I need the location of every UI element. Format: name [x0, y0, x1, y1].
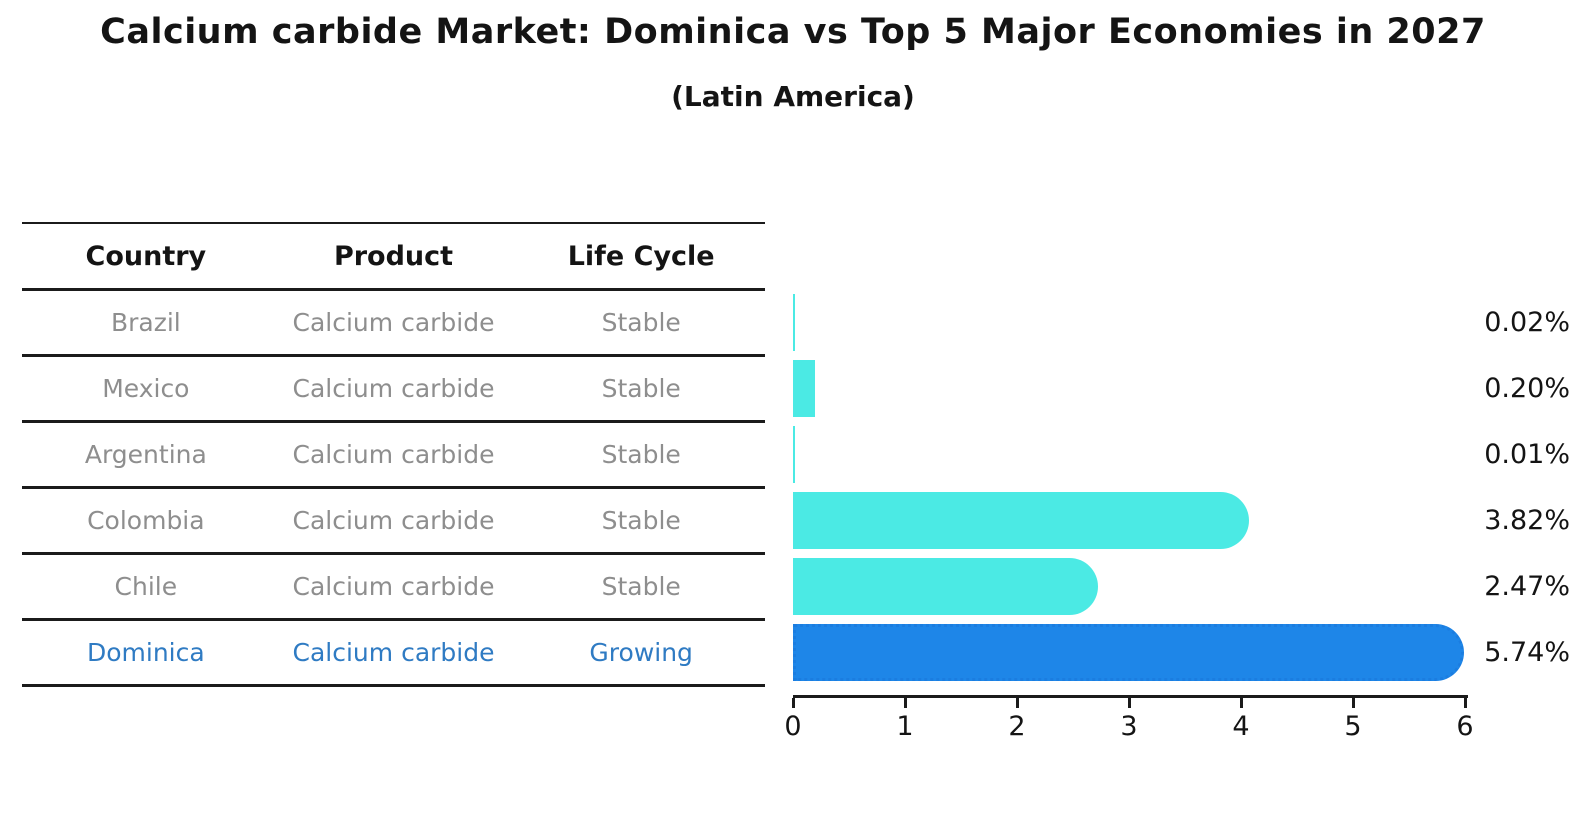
- x-axis-tick-label: 6: [1456, 711, 1474, 742]
- x-axis-tick: [1127, 698, 1131, 708]
- table-row: Colombia Calcium carbide Stable: [22, 489, 765, 555]
- x-axis-tick-label: 4: [1232, 711, 1250, 742]
- table-header-row: Country Product Life Cycle: [22, 224, 765, 291]
- column-header: Product: [333, 240, 454, 272]
- x-axis-tick: [791, 698, 795, 708]
- table-cell-country: Brazil: [110, 308, 181, 337]
- chart-title: Calcium carbide Market: Dominica vs Top …: [100, 12, 1486, 52]
- bar-argentina: [793, 425, 795, 483]
- value-label: 3.82%: [1484, 504, 1570, 536]
- value-label: 2.47%: [1484, 570, 1570, 602]
- chart-subtitle: (Latin America): [671, 80, 915, 113]
- column-header: Country: [85, 240, 207, 272]
- table-cell-life_cycle: Stable: [601, 374, 681, 403]
- x-axis-tick: [1351, 698, 1355, 708]
- table-cell-life_cycle: Growing: [589, 638, 693, 667]
- x-axis-tick-label: 3: [1120, 711, 1138, 742]
- bar-chile: [793, 557, 1098, 615]
- bar-brazil: [793, 293, 795, 351]
- value-label: 0.02%: [1484, 306, 1570, 338]
- table-cell-country: Argentina: [84, 440, 207, 469]
- value-label: 5.74%: [1484, 636, 1570, 668]
- bar-mexico: [793, 359, 815, 417]
- table-cell-life_cycle: Stable: [601, 440, 681, 469]
- table-row: Dominica Calcium carbide Growing: [22, 621, 765, 687]
- value-label: 0.01%: [1484, 438, 1570, 470]
- x-axis-line: [793, 695, 1468, 698]
- value-label: 0.20%: [1484, 372, 1570, 404]
- bar-colombia: [793, 491, 1249, 549]
- table-cell-product: Calcium carbide: [292, 440, 495, 469]
- table-cell-product: Calcium carbide: [292, 308, 495, 337]
- x-axis-tick: [903, 698, 907, 708]
- table-cell-product: Calcium carbide: [292, 374, 495, 403]
- x-axis-tick: [1015, 698, 1019, 708]
- data-table: Country Product Life Cycle Brazil Calcium ca…: [22, 222, 765, 687]
- x-axis-tick-label: 5: [1344, 711, 1362, 742]
- table-row: Chile Calcium carbide Stable: [22, 555, 765, 621]
- table-cell-life_cycle: Stable: [601, 506, 681, 535]
- table-row: Argentina Calcium carbide Stable: [22, 423, 765, 489]
- x-axis-tick: [1239, 698, 1243, 708]
- x-axis-tick-label: 1: [896, 711, 914, 742]
- x-axis-tick-label: 0: [784, 711, 802, 742]
- table-cell-product: Calcium carbide: [292, 572, 495, 601]
- column-header: Life Cycle: [567, 240, 715, 272]
- table-row: Brazil Calcium carbide Stable: [22, 291, 765, 357]
- bar-dominica: [793, 623, 1464, 681]
- table-cell-country: Mexico: [102, 374, 190, 403]
- x-axis-tick-label: 2: [1008, 711, 1026, 742]
- table-row: Mexico Calcium carbide Stable: [22, 357, 765, 423]
- table-cell-life_cycle: Stable: [601, 572, 681, 601]
- table-cell-life_cycle: Stable: [601, 308, 681, 337]
- x-axis-tick: [1463, 698, 1467, 708]
- table-cell-country: Dominica: [86, 638, 205, 667]
- table-cell-country: Chile: [114, 572, 178, 601]
- table-cell-country: Colombia: [87, 506, 205, 535]
- table-cell-product: Calcium carbide: [292, 506, 495, 535]
- table-cell-product: Calcium carbide: [292, 638, 495, 667]
